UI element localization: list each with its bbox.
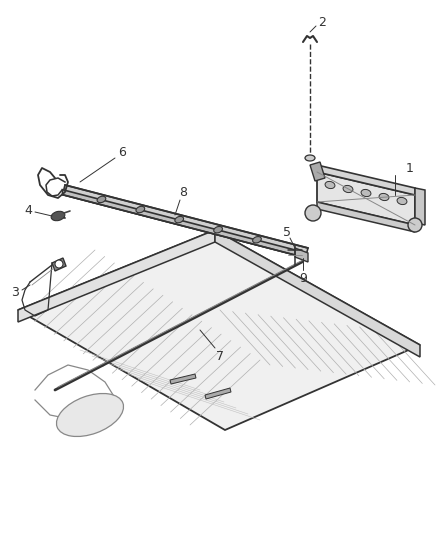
Text: 8: 8 — [179, 187, 187, 199]
Ellipse shape — [305, 155, 315, 161]
Text: 7: 7 — [216, 350, 224, 362]
Text: 6: 6 — [118, 147, 126, 159]
Ellipse shape — [175, 216, 184, 223]
Ellipse shape — [51, 211, 65, 221]
Ellipse shape — [343, 185, 353, 192]
Ellipse shape — [379, 193, 389, 200]
Polygon shape — [205, 388, 231, 399]
Polygon shape — [295, 248, 308, 262]
Polygon shape — [310, 162, 325, 181]
Text: 3: 3 — [11, 287, 19, 300]
Polygon shape — [52, 258, 66, 271]
Ellipse shape — [361, 189, 371, 197]
Text: 4: 4 — [24, 204, 32, 216]
Polygon shape — [170, 374, 196, 384]
Ellipse shape — [397, 197, 407, 205]
Polygon shape — [317, 202, 415, 232]
Polygon shape — [215, 230, 420, 357]
Polygon shape — [317, 165, 415, 195]
Ellipse shape — [214, 227, 223, 233]
Polygon shape — [63, 185, 308, 257]
Circle shape — [55, 260, 63, 268]
Text: 2: 2 — [318, 15, 326, 28]
Polygon shape — [317, 172, 415, 225]
Circle shape — [408, 218, 422, 232]
Text: 9: 9 — [299, 271, 307, 285]
Ellipse shape — [97, 196, 106, 203]
Ellipse shape — [136, 206, 145, 213]
Circle shape — [305, 205, 321, 221]
Polygon shape — [18, 230, 420, 430]
Text: 1: 1 — [406, 161, 414, 174]
Polygon shape — [63, 190, 305, 257]
Polygon shape — [18, 230, 215, 322]
Ellipse shape — [57, 393, 124, 437]
Text: 5: 5 — [283, 225, 291, 238]
Ellipse shape — [253, 237, 261, 243]
Polygon shape — [415, 188, 425, 225]
Ellipse shape — [325, 181, 335, 189]
